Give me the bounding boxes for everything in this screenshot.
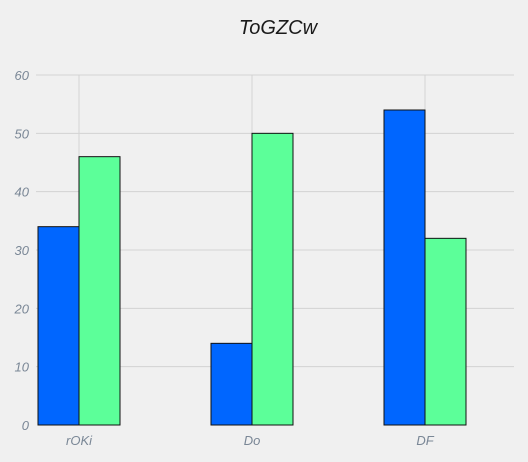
bar <box>424 237 467 426</box>
y-tick-label: 0 <box>22 418 30 433</box>
y-tick-label: 50 <box>15 126 30 141</box>
chart-title: ToGZCw <box>239 17 319 39</box>
bar <box>251 132 294 426</box>
bar-layer <box>37 109 467 426</box>
bar <box>210 342 253 426</box>
x-tick-label: Do <box>244 433 261 448</box>
y-tick-label: 60 <box>15 68 30 83</box>
x-tick-label: rOKi <box>66 433 93 448</box>
y-tick-label: 10 <box>15 360 30 375</box>
bar <box>383 109 426 426</box>
y-tick-label: 20 <box>14 301 30 316</box>
bar <box>37 226 80 426</box>
label-layer: 0 10 20 30 40 50 60 rOKi Do DF <box>14 68 435 448</box>
bar <box>78 156 121 426</box>
x-tick-label: DF <box>416 433 434 448</box>
y-tick-label: 30 <box>15 243 30 258</box>
y-tick-label: 40 <box>15 185 30 200</box>
